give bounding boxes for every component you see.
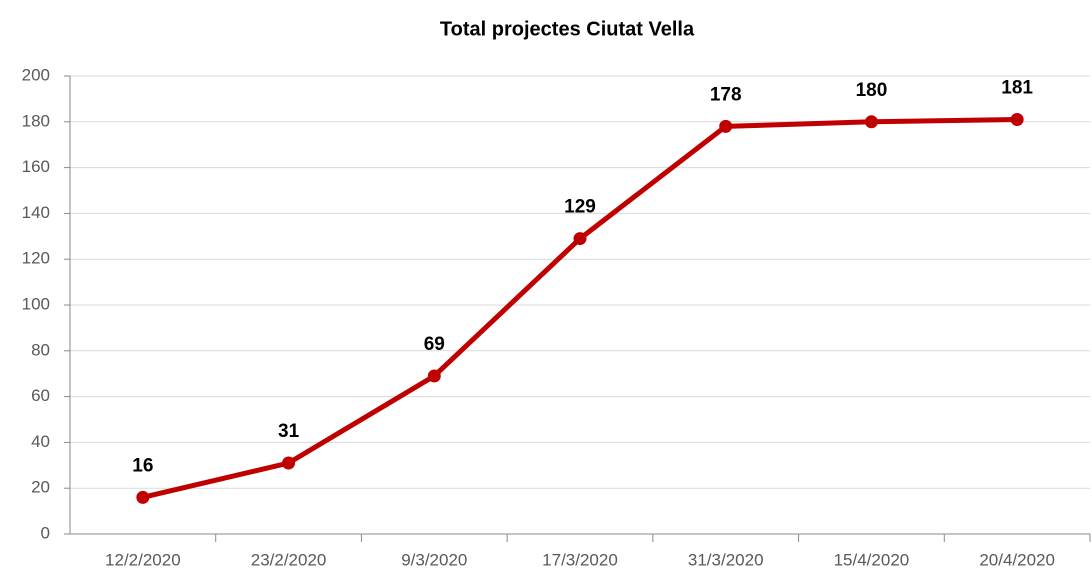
marker: [719, 119, 733, 133]
x-tick-label: 12/2/2020: [105, 550, 181, 569]
chart-title: Total projectes Ciutat Vella: [440, 18, 695, 40]
y-tick-label: 180: [22, 111, 50, 130]
data-label: 16: [132, 455, 153, 476]
data-label: 129: [564, 197, 596, 218]
marker: [282, 456, 296, 470]
y-tick-label: 80: [31, 340, 50, 359]
y-tick-label: 40: [31, 432, 50, 451]
y-tick-label: 200: [22, 65, 50, 84]
line: [142, 117, 1018, 500]
data-label: 178: [710, 84, 742, 105]
marker: [427, 369, 441, 383]
marker: [136, 490, 150, 504]
x-tick-label: 20/4/2020: [979, 550, 1055, 569]
x-tick-label: 15/4/2020: [834, 550, 910, 569]
marker: [573, 232, 587, 246]
y-tick-label: 140: [22, 203, 50, 222]
x-tick-label: 9/3/2020: [401, 550, 467, 569]
data-label: 31: [278, 421, 300, 442]
data-label: 181: [1001, 78, 1033, 99]
y-tick-label: 160: [22, 157, 50, 176]
x-tick-label: 23/2/2020: [251, 550, 327, 569]
x-tick-label: 17/3/2020: [542, 550, 618, 569]
data-label: 69: [424, 334, 445, 355]
data-label: 180: [856, 80, 888, 101]
x-tick-label: 31/3/2020: [688, 550, 764, 569]
y-tick-label: 120: [22, 249, 50, 268]
y-tick-label: 100: [22, 294, 50, 313]
y-tick-label: 0: [41, 523, 50, 542]
y-tick-label: 60: [31, 386, 50, 405]
marker: [1010, 113, 1024, 127]
y-tick-label: 20: [31, 478, 50, 497]
marker: [864, 115, 878, 129]
